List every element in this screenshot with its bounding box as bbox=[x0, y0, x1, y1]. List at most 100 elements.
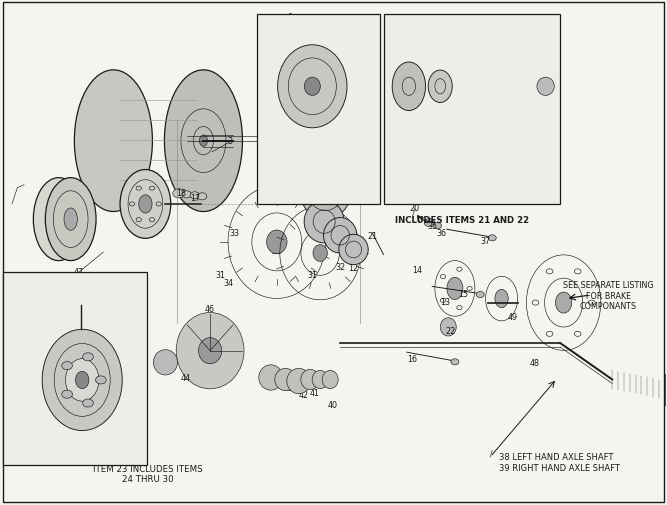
Text: 49: 49 bbox=[507, 313, 518, 322]
Circle shape bbox=[451, 359, 459, 365]
Text: INCLUDES ITEMS 21 AND 22: INCLUDES ITEMS 21 AND 22 bbox=[394, 215, 529, 224]
Ellipse shape bbox=[392, 63, 426, 112]
Circle shape bbox=[424, 219, 435, 227]
Ellipse shape bbox=[169, 305, 251, 397]
Text: 37: 37 bbox=[480, 237, 491, 246]
Ellipse shape bbox=[428, 71, 452, 104]
Text: 41: 41 bbox=[310, 388, 319, 397]
Text: NEEDLE BEARINGS
SHOWN INSIDE
INTERMEDIATE GEAR: NEEDLE BEARINGS SHOWN INSIDE INTERMEDIAT… bbox=[277, 156, 360, 185]
Ellipse shape bbox=[42, 330, 122, 431]
Bar bbox=[3, 273, 147, 465]
Circle shape bbox=[476, 292, 484, 298]
Text: 26: 26 bbox=[69, 320, 80, 329]
Circle shape bbox=[95, 376, 106, 384]
Ellipse shape bbox=[312, 371, 328, 389]
Text: 34: 34 bbox=[223, 278, 233, 287]
Text: 25: 25 bbox=[33, 324, 44, 333]
Text: 8: 8 bbox=[324, 225, 329, 234]
Ellipse shape bbox=[319, 186, 331, 199]
Ellipse shape bbox=[293, 167, 323, 197]
Text: 8: 8 bbox=[397, 88, 401, 94]
Circle shape bbox=[83, 399, 93, 407]
Ellipse shape bbox=[518, 245, 609, 361]
Text: 21: 21 bbox=[367, 232, 378, 241]
Text: 15: 15 bbox=[529, 57, 538, 63]
Ellipse shape bbox=[272, 198, 368, 309]
Text: 29: 29 bbox=[107, 387, 117, 396]
Ellipse shape bbox=[65, 359, 99, 401]
Text: 31: 31 bbox=[215, 271, 225, 280]
Text: 11: 11 bbox=[352, 250, 362, 260]
Ellipse shape bbox=[75, 71, 152, 212]
Text: 26: 26 bbox=[70, 321, 79, 327]
Ellipse shape bbox=[120, 170, 171, 239]
Text: 33: 33 bbox=[230, 229, 239, 238]
Text: 27: 27 bbox=[61, 390, 70, 396]
Text: 48: 48 bbox=[530, 358, 540, 367]
Polygon shape bbox=[205, 303, 215, 313]
Text: 19: 19 bbox=[267, 129, 277, 138]
Text: 12: 12 bbox=[348, 263, 359, 272]
Ellipse shape bbox=[33, 178, 84, 261]
Circle shape bbox=[182, 191, 191, 198]
Polygon shape bbox=[612, 371, 659, 398]
Text: 22: 22 bbox=[445, 326, 456, 335]
Text: 10: 10 bbox=[410, 94, 420, 100]
Text: DETAIL OF THRUST WASHER ASSEMBLY: DETAIL OF THRUST WASHER ASSEMBLY bbox=[401, 195, 543, 201]
Text: 17: 17 bbox=[189, 193, 200, 203]
Ellipse shape bbox=[322, 371, 338, 389]
Text: 14: 14 bbox=[412, 266, 422, 275]
Circle shape bbox=[197, 193, 207, 200]
Ellipse shape bbox=[275, 369, 296, 391]
Polygon shape bbox=[657, 373, 666, 406]
Text: 40: 40 bbox=[327, 400, 337, 410]
Polygon shape bbox=[113, 71, 203, 212]
Ellipse shape bbox=[495, 290, 508, 308]
Text: 12: 12 bbox=[426, 98, 435, 104]
Text: ITEM 23 INCLUDES ITEMS
24 THRU 30: ITEM 23 INCLUDES ITEMS 24 THRU 30 bbox=[93, 464, 203, 483]
Polygon shape bbox=[59, 178, 71, 261]
Text: 46: 46 bbox=[205, 305, 215, 314]
Circle shape bbox=[25, 453, 32, 459]
Ellipse shape bbox=[139, 195, 152, 214]
Text: 27: 27 bbox=[58, 390, 69, 399]
Ellipse shape bbox=[478, 268, 525, 330]
Circle shape bbox=[173, 189, 185, 198]
Text: 28: 28 bbox=[16, 390, 27, 399]
Bar bbox=[257, 15, 380, 205]
Ellipse shape bbox=[427, 251, 483, 327]
Text: NYLON COLLAR: NYLON COLLAR bbox=[473, 20, 534, 29]
Ellipse shape bbox=[153, 350, 177, 375]
Text: 30: 30 bbox=[97, 320, 106, 329]
Ellipse shape bbox=[447, 278, 463, 300]
Ellipse shape bbox=[199, 338, 221, 364]
Text: 5: 5 bbox=[323, 191, 328, 200]
Polygon shape bbox=[160, 121, 377, 323]
Ellipse shape bbox=[313, 245, 327, 262]
Text: 11: 11 bbox=[448, 58, 457, 64]
Ellipse shape bbox=[304, 78, 320, 96]
Text: 13: 13 bbox=[541, 85, 550, 91]
Ellipse shape bbox=[339, 235, 368, 265]
Text: 35: 35 bbox=[427, 222, 438, 231]
Ellipse shape bbox=[537, 78, 554, 96]
Text: 16: 16 bbox=[408, 354, 417, 363]
Text: 36: 36 bbox=[437, 229, 446, 238]
Circle shape bbox=[434, 223, 442, 229]
Ellipse shape bbox=[556, 292, 572, 314]
Text: 3: 3 bbox=[227, 137, 233, 146]
Ellipse shape bbox=[259, 365, 283, 390]
Polygon shape bbox=[349, 131, 499, 318]
Text: 42: 42 bbox=[298, 390, 309, 399]
Text: 4: 4 bbox=[334, 177, 340, 186]
Ellipse shape bbox=[199, 136, 207, 147]
Text: 10: 10 bbox=[337, 235, 346, 244]
Text: SEE SEPARATE LISTING
FOR BRAKE
COMPONANTS: SEE SEPARATE LISTING FOR BRAKE COMPONANT… bbox=[563, 281, 654, 310]
Circle shape bbox=[62, 390, 73, 398]
Ellipse shape bbox=[304, 201, 344, 243]
Ellipse shape bbox=[64, 209, 77, 231]
Ellipse shape bbox=[323, 218, 357, 254]
Text: 43: 43 bbox=[283, 383, 293, 392]
Text: 25: 25 bbox=[34, 325, 43, 331]
Text: 47: 47 bbox=[73, 267, 84, 276]
